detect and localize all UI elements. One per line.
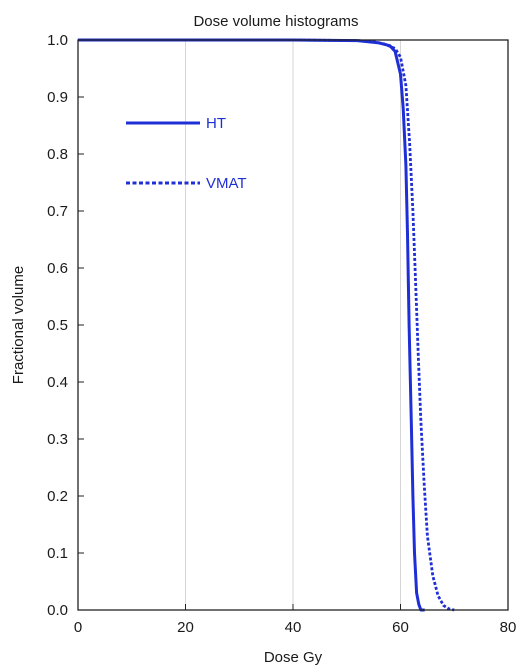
legend: HT VMAT <box>126 115 247 192</box>
y-axis-ticks: 0.0 0.1 0.2 0.3 0.4 0.5 0.6 0.7 0.8 0.9 1.0 <box>47 32 84 619</box>
y-tick-label-7: 0.7 <box>47 203 68 220</box>
y-tick-label-1: 0.1 <box>47 545 68 562</box>
legend-label-vmat: VMAT <box>206 175 247 192</box>
y-tick-label-8: 0.8 <box>47 146 68 163</box>
x-tick-label-2: 40 <box>285 619 302 636</box>
y-tick-label-9: 0.9 <box>47 89 68 106</box>
y-tick-label-2: 0.2 <box>47 488 68 505</box>
x-tick-label-4: 80 <box>500 619 517 636</box>
y-tick-label-3: 0.3 <box>47 431 68 448</box>
x-tick-label-3: 60 <box>392 619 409 636</box>
x-tick-label-1: 20 <box>177 619 194 636</box>
series-line-vmat <box>78 38 455 612</box>
x-axis-ticks: 0 20 40 60 80 <box>74 604 517 636</box>
chart-title: Dose volume histograms <box>193 13 358 30</box>
legend-label-ht: HT <box>206 115 226 132</box>
series-layer <box>78 38 455 612</box>
y-axis-label: Fractional volume <box>10 266 27 384</box>
x-tick-label-0: 0 <box>74 619 82 636</box>
y-tick-label-10: 1.0 <box>47 32 68 49</box>
series-line-ht <box>78 38 425 612</box>
y-tick-label-5: 0.5 <box>47 317 68 334</box>
y-tick-label-0: 0.0 <box>47 602 68 619</box>
x-axis-label: Dose Gy <box>264 649 323 666</box>
y-tick-label-4: 0.4 <box>47 374 68 391</box>
y-tick-label-6: 0.6 <box>47 260 68 277</box>
grid-lines <box>185 40 401 610</box>
